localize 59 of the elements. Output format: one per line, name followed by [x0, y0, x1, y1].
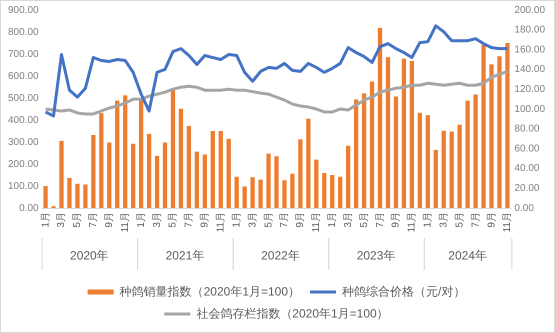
x-tick-label: 3月	[152, 212, 163, 228]
x-tick-label: 11月	[120, 212, 131, 232]
x-tick-label: 5月	[168, 212, 179, 228]
y-tick-label: 100.00	[8, 180, 40, 192]
x-tick-label: 3月	[247, 212, 258, 228]
y2-tick-label: 180.00	[514, 24, 546, 36]
text: 2022年	[261, 248, 300, 262]
x-tick-label: 3月	[438, 212, 450, 228]
y-tick-label: 500.00	[8, 92, 40, 104]
x-tick-label: 1月	[231, 212, 242, 228]
y2-tick-label: 200.00	[514, 4, 546, 16]
text: 2023年	[356, 248, 396, 262]
text: 2024年	[448, 248, 487, 262]
y-tick-label: 900.00	[8, 4, 40, 16]
x-tick-label: 1月	[40, 212, 52, 228]
legend-label: 种鸽综合价格（元/对）	[342, 284, 466, 298]
x-tick-label: 7月	[470, 212, 482, 228]
x-tick-label: 3月	[56, 212, 68, 228]
x-tick-label: 7月	[374, 212, 386, 228]
x-tick-label: 7月	[184, 212, 195, 228]
x-tick-label: 7月	[88, 212, 100, 228]
x-tick-label: 9月	[104, 212, 116, 228]
x-tick-label: 5月	[263, 212, 274, 228]
y2-tick-label: 100.00	[514, 104, 546, 115]
x-tick-label: 1月	[422, 212, 434, 228]
y-tick-label: 800.00	[8, 26, 40, 38]
y-tick-label: 300.00	[8, 136, 40, 148]
y2-tick-label: 120.00	[514, 84, 546, 95]
x-tick-label: 5月	[72, 212, 84, 228]
y2-tick-label: 60.00	[514, 143, 540, 154]
y2-tick-label: 40.00	[514, 163, 540, 174]
x-tick-label: 5月	[454, 212, 466, 228]
y-tick-label: 0.00	[19, 202, 40, 214]
y-tick-label: 200.00	[8, 158, 40, 170]
legend-label: 社会鸽存栏指数（2020年1月=100）	[196, 306, 389, 320]
text: 2020年	[70, 248, 109, 262]
y-tick-label: 700.00	[8, 48, 40, 60]
x-tick-label: 5月	[358, 212, 370, 228]
x-tick-label: 7月	[279, 212, 290, 228]
x-tick-label: 11月	[502, 212, 514, 232]
y-tick-label: 400.00	[8, 114, 40, 126]
x-tick-label: 9月	[295, 212, 306, 228]
y-tick-label: 600.00	[8, 70, 40, 82]
x-tick-label: 9月	[390, 212, 402, 228]
y2-tick-label: 0.00	[514, 202, 534, 214]
y2-tick-label: 80.00	[514, 124, 540, 135]
x-tick-label: 1月	[326, 212, 338, 228]
x-tick-label: 11月	[216, 212, 227, 232]
x-tick-label: 1月	[136, 212, 147, 228]
text: 2021年	[166, 248, 204, 262]
x-tick-label: 9月	[486, 212, 498, 228]
legend-label: 种鸽销量指数（2020年1月=100）	[120, 284, 300, 298]
x-tick-label: 11月	[311, 212, 322, 232]
x-tick-label: 3月	[342, 212, 354, 228]
y2-tick-label: 160.00	[514, 44, 546, 56]
x-tick-label: 9月	[200, 212, 211, 228]
x-tick-label: 11月	[406, 212, 418, 232]
y2-tick-label: 140.00	[514, 64, 546, 76]
y2-tick-label: 20.00	[514, 182, 540, 194]
